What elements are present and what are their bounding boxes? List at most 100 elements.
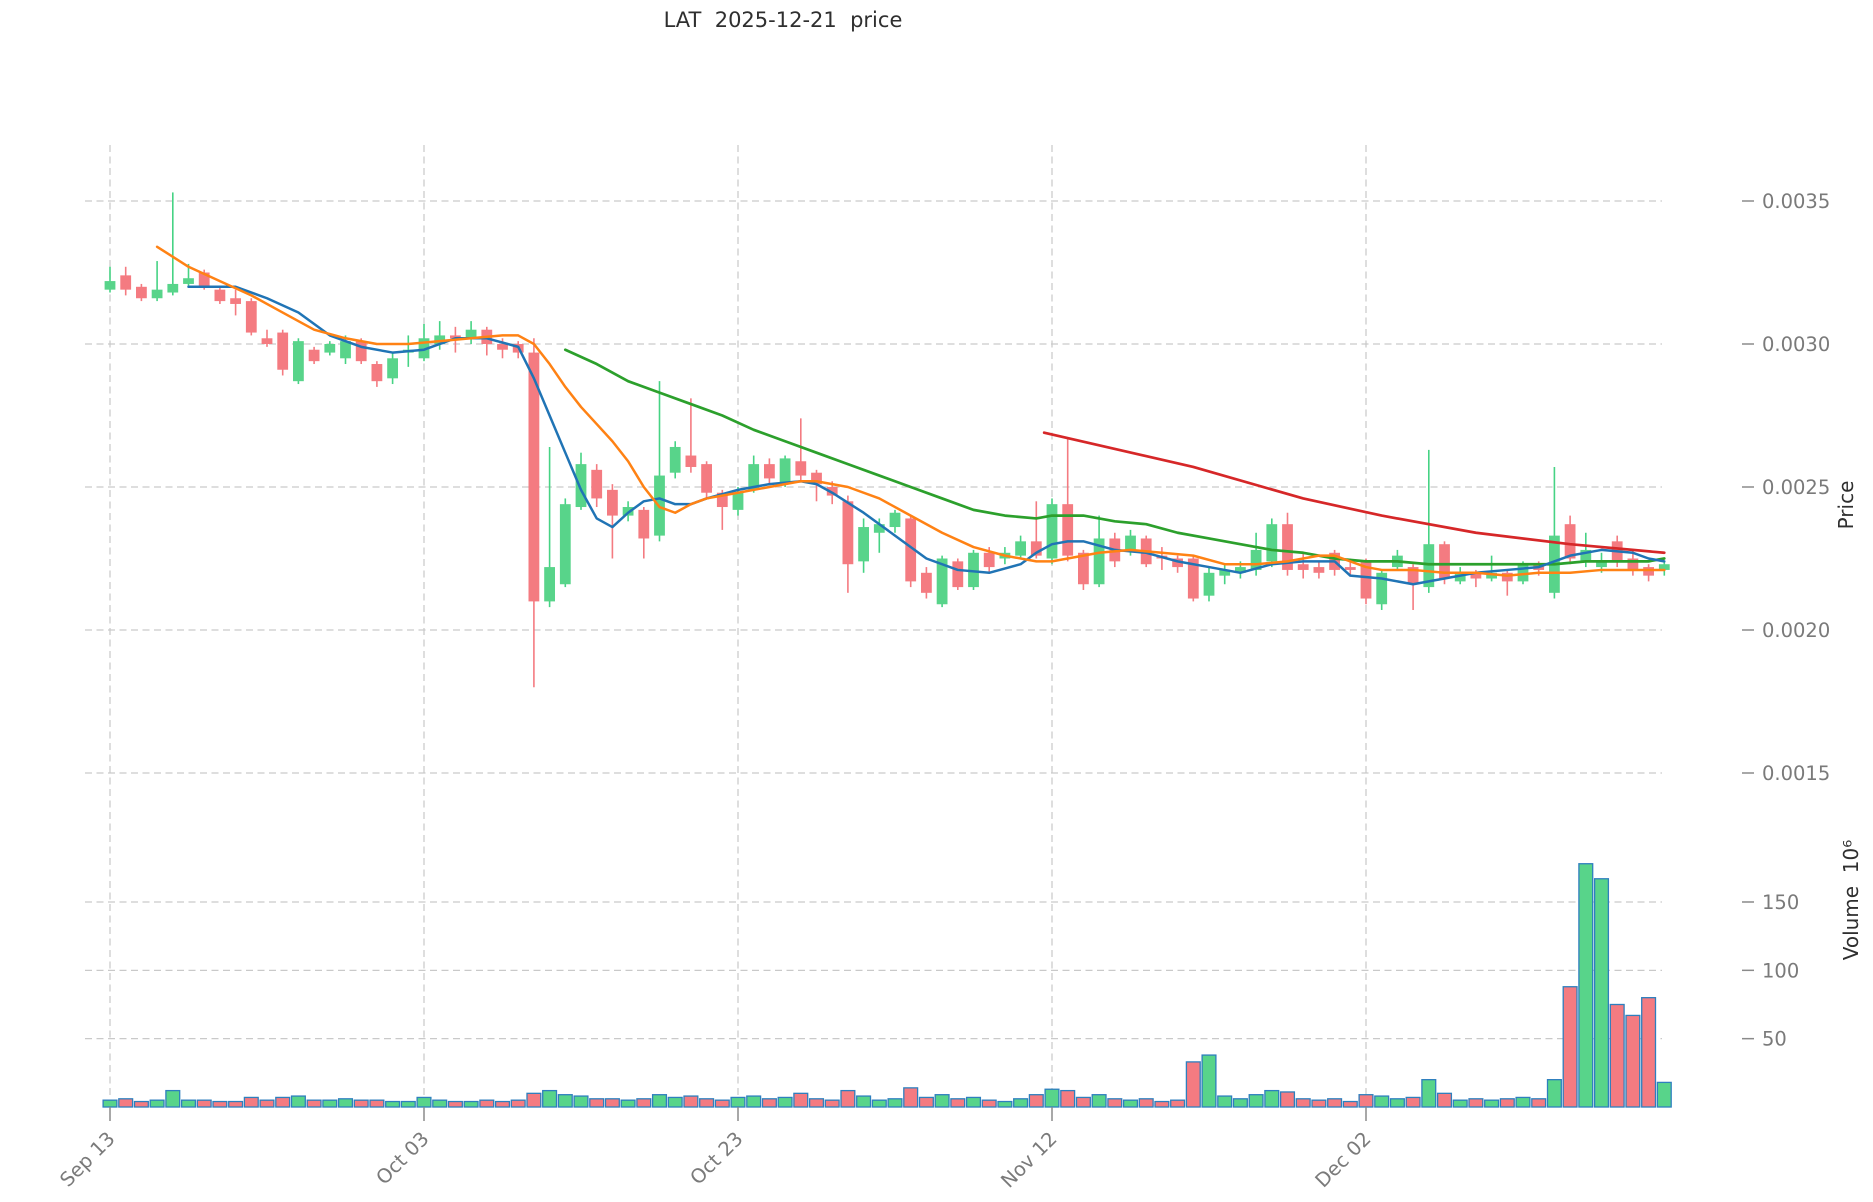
volume-bar	[180, 1099, 197, 1108]
volume-bar	[1389, 1098, 1405, 1108]
candle-down	[1030, 541, 1042, 556]
volume-bar	[1060, 1089, 1076, 1108]
volume-bar	[1436, 1092, 1453, 1108]
volume-bar	[149, 1099, 165, 1108]
volume-bar	[322, 1099, 338, 1108]
candle-down	[450, 335, 461, 339]
volume-bar	[1028, 1094, 1044, 1108]
volume-bar	[1358, 1094, 1374, 1108]
volume-bar	[1217, 1095, 1233, 1108]
volume-bar	[1327, 1098, 1343, 1108]
candle-down	[1564, 524, 1576, 559]
volume-tick-label: 50	[1762, 1028, 1787, 1051]
candle-down	[764, 464, 775, 479]
volume-bar	[385, 1100, 401, 1108]
candle-down	[811, 472, 822, 485]
candle-up	[104, 281, 116, 290]
price-tick-label: 0.0015	[1762, 762, 1830, 785]
candle-down	[826, 487, 838, 496]
candle-down	[1643, 567, 1654, 576]
candle-down	[245, 301, 257, 333]
candle-down	[1078, 552, 1089, 585]
candle-down	[1297, 564, 1309, 570]
candle-down	[120, 275, 132, 290]
candle-up	[858, 527, 869, 562]
volume-bar	[337, 1098, 354, 1108]
date-tick-label: Sep 13	[55, 1127, 119, 1191]
volume-bar	[1091, 1094, 1107, 1108]
volume-bar	[1122, 1099, 1139, 1108]
candle-up	[1423, 544, 1435, 588]
volume-bar	[761, 1098, 777, 1108]
candle-up	[387, 358, 398, 379]
gridlines	[85, 145, 1662, 1107]
volume-bar	[290, 1095, 306, 1108]
volume-bar	[856, 1095, 872, 1108]
volume-bar	[699, 1098, 715, 1108]
volume-tick-label: 150	[1762, 891, 1799, 914]
candle-down	[277, 332, 289, 370]
candle-up	[1596, 561, 1607, 568]
volume-bar	[432, 1099, 448, 1108]
volume-bar	[1201, 1054, 1217, 1108]
candle-up	[1015, 541, 1026, 556]
price-tick-label: 0.0035	[1762, 190, 1830, 213]
volume-bar	[1311, 1099, 1327, 1108]
volume-bar	[1593, 878, 1610, 1108]
volume-bar	[1264, 1089, 1280, 1108]
candle-up	[1235, 567, 1246, 573]
candle-down	[1062, 504, 1074, 556]
volume-bar	[275, 1096, 291, 1108]
candle-up	[1376, 572, 1388, 605]
candle-up	[732, 492, 744, 510]
candle-down	[701, 464, 712, 493]
volume-bar	[1138, 1098, 1154, 1108]
volume-bar	[463, 1100, 479, 1108]
candle-up	[873, 524, 885, 533]
candle-down	[905, 518, 917, 582]
volume-bar	[808, 1098, 825, 1108]
candle-up	[465, 329, 477, 339]
volume-bar	[746, 1095, 762, 1108]
volume-bar	[1531, 1098, 1547, 1108]
candle-up	[669, 446, 681, 473]
volume-bar	[589, 1098, 605, 1108]
candle-down	[1470, 572, 1482, 579]
candle-down	[1187, 558, 1199, 599]
volume-bar	[1641, 997, 1657, 1108]
volume-tick-labels: 50 100 150	[1742, 891, 1799, 1051]
trendline	[1042, 431, 1666, 555]
volume-bar	[981, 1099, 997, 1108]
candle-down	[198, 272, 210, 287]
chart-title: LAT 2025-12-21 price	[663, 8, 903, 32]
candle-up	[324, 344, 336, 353]
date-tick-label: Oct 23	[685, 1127, 747, 1189]
candle-down	[261, 338, 273, 344]
candle-down	[1360, 561, 1372, 599]
volume-bar	[714, 1099, 730, 1108]
candle-down	[214, 289, 226, 302]
volume-bar	[1170, 1099, 1186, 1108]
candle-up	[1093, 538, 1105, 585]
volume-bar	[965, 1096, 982, 1108]
volume-bar	[1484, 1099, 1500, 1108]
volume-bar	[620, 1099, 636, 1108]
price-tick-label: 0.0020	[1762, 619, 1830, 642]
volume-bar	[118, 1098, 134, 1108]
volume-bar	[1405, 1096, 1421, 1108]
volume-tick-label: 100	[1762, 959, 1799, 982]
candle-down	[983, 552, 995, 568]
volume-bar	[1421, 1079, 1437, 1108]
volume-bar	[243, 1096, 259, 1108]
volume-bar	[1452, 1099, 1468, 1108]
candle-up	[151, 289, 163, 299]
date-tick-label: Oct 03	[371, 1127, 433, 1189]
volume-bar	[1499, 1098, 1515, 1108]
candle-up	[559, 504, 571, 585]
candle-up	[748, 464, 760, 490]
volume-bar	[542, 1089, 558, 1108]
volume-bar	[1342, 1100, 1358, 1108]
candle-up	[1219, 569, 1231, 576]
